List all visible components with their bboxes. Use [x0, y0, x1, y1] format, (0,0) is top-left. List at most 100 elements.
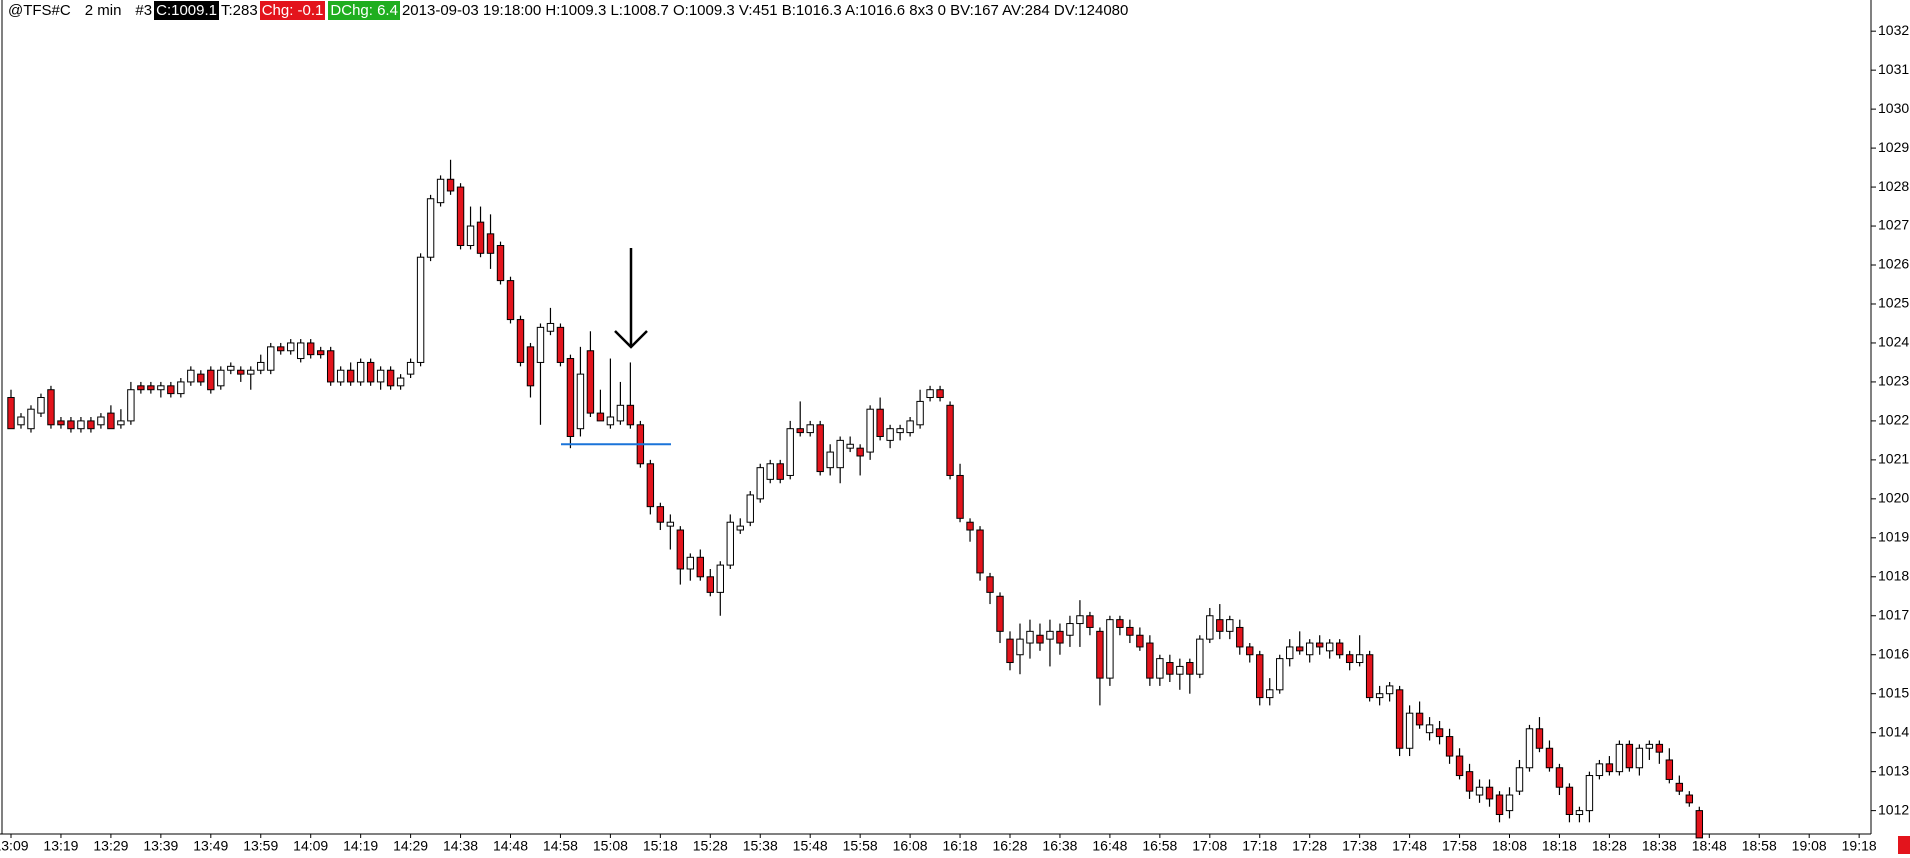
- x-tick-label: 16:08: [893, 838, 928, 854]
- candle-body: [1256, 654, 1264, 699]
- candle-body: [456, 186, 465, 247]
- candle-body: [267, 346, 275, 371]
- candle-body: [1266, 689, 1274, 699]
- candle-body: [1665, 759, 1674, 780]
- candle-body: [247, 369, 255, 375]
- candle-body: [1645, 743, 1654, 749]
- candle-body: [446, 178, 455, 192]
- candle-body: [756, 467, 764, 500]
- candle-body: [496, 245, 505, 282]
- candle-body: [806, 424, 814, 434]
- candle-body: [287, 342, 295, 352]
- candle-body: [1236, 626, 1244, 648]
- candle-body: [1515, 767, 1524, 792]
- candle-body: [1465, 771, 1474, 792]
- candle-body: [866, 408, 874, 453]
- candle-body: [536, 326, 545, 363]
- candle-body: [1206, 615, 1214, 640]
- candle-body: [576, 373, 585, 430]
- candle-body: [1106, 619, 1114, 679]
- candle-body: [257, 361, 265, 371]
- candle-body: [766, 463, 774, 480]
- candle-body: [1176, 665, 1184, 675]
- candle-body: [616, 404, 625, 422]
- candle-body: [926, 389, 934, 399]
- candle-body: [696, 556, 705, 578]
- x-tick-label: 18:58: [1742, 838, 1777, 854]
- candle-body: [586, 350, 595, 414]
- candle-body: [27, 408, 35, 430]
- candle-body: [1345, 654, 1354, 664]
- candle-body: [107, 412, 115, 430]
- candle-body: [1355, 654, 1364, 664]
- candle-body: [656, 506, 665, 523]
- x-tick-label: 13:19: [43, 838, 78, 854]
- candle-body: [1695, 810, 1704, 839]
- x-tick-label: 15:18: [643, 838, 678, 854]
- candle-body: [147, 385, 155, 391]
- candle-body: [706, 576, 714, 593]
- arrow-head: [614, 330, 648, 349]
- x-tick-label: 18:48: [1692, 838, 1727, 854]
- candle-body: [1066, 623, 1074, 636]
- candle-body: [277, 346, 285, 352]
- candle-body: [826, 451, 834, 469]
- x-tick-label: 19:08: [1792, 838, 1827, 854]
- candle-body: [346, 369, 355, 383]
- candle-body: [167, 385, 175, 395]
- y-tick-label: 1023: [1878, 373, 1909, 389]
- candle-body: [946, 404, 954, 476]
- y-tick-label: 1025: [1878, 295, 1909, 311]
- candle-body: [1575, 810, 1584, 816]
- candle-body: [1016, 638, 1024, 656]
- candle-body: [566, 358, 575, 437]
- candle-body: [1335, 642, 1344, 656]
- x-tick-label: 17:58: [1442, 838, 1477, 854]
- candle-body: [516, 319, 525, 363]
- candle-body: [117, 420, 125, 426]
- candle-body: [546, 322, 555, 332]
- candle-body: [1276, 658, 1284, 691]
- candle-body: [1186, 662, 1194, 675]
- candle-body: [227, 365, 235, 371]
- candle-body: [596, 412, 605, 422]
- symbol: @TFS#C: [8, 1, 71, 19]
- candle-body: [1505, 794, 1514, 812]
- down-arrow: [614, 248, 648, 349]
- candle-body: [416, 256, 425, 363]
- x-tick-label: 18:28: [1592, 838, 1627, 854]
- candle-body: [1635, 747, 1644, 769]
- candle-body: [1296, 646, 1304, 652]
- x-tick-label: 16:28: [992, 838, 1027, 854]
- y-tick-label: 1021: [1878, 451, 1909, 467]
- candle-body: [466, 225, 475, 247]
- y-tick-label: 1030: [1878, 100, 1909, 116]
- candle-body: [1076, 615, 1084, 625]
- candle-body: [1415, 712, 1424, 726]
- quote-header: @TFS#C 2 min #3 C:1009.1 T:283 Chg: -0.1…: [6, 0, 1130, 20]
- candle-body: [796, 428, 804, 434]
- candle-body: [526, 346, 535, 387]
- candle-body: [856, 447, 864, 457]
- candle-body: [37, 397, 45, 414]
- candle-body: [666, 521, 675, 527]
- candle-body: [1685, 794, 1694, 804]
- candle-body: [1405, 712, 1414, 749]
- candle-body: [326, 350, 335, 383]
- candle-body: [316, 350, 325, 356]
- x-tick-label: 13:39: [143, 838, 178, 854]
- day-change-box: DChg: 6.4: [328, 0, 400, 20]
- quote-info: 2013-09-03 19:18:00 H:1009.3 L:1008.7 O:…: [401, 1, 1129, 19]
- x-tick-label: 17:38: [1342, 838, 1377, 854]
- candle-body: [976, 529, 984, 574]
- candle-body: [1036, 634, 1044, 644]
- candle-body: [1216, 619, 1224, 632]
- y-tick-label: 1027: [1878, 217, 1909, 233]
- y-tick-label: 1016: [1878, 645, 1909, 661]
- candle-body: [606, 416, 615, 426]
- y-tick-label: 1029: [1878, 139, 1909, 155]
- candle-body: [686, 556, 695, 570]
- candle-body: [1475, 786, 1484, 796]
- candle-body: [1056, 630, 1064, 644]
- candle-body: [177, 381, 185, 395]
